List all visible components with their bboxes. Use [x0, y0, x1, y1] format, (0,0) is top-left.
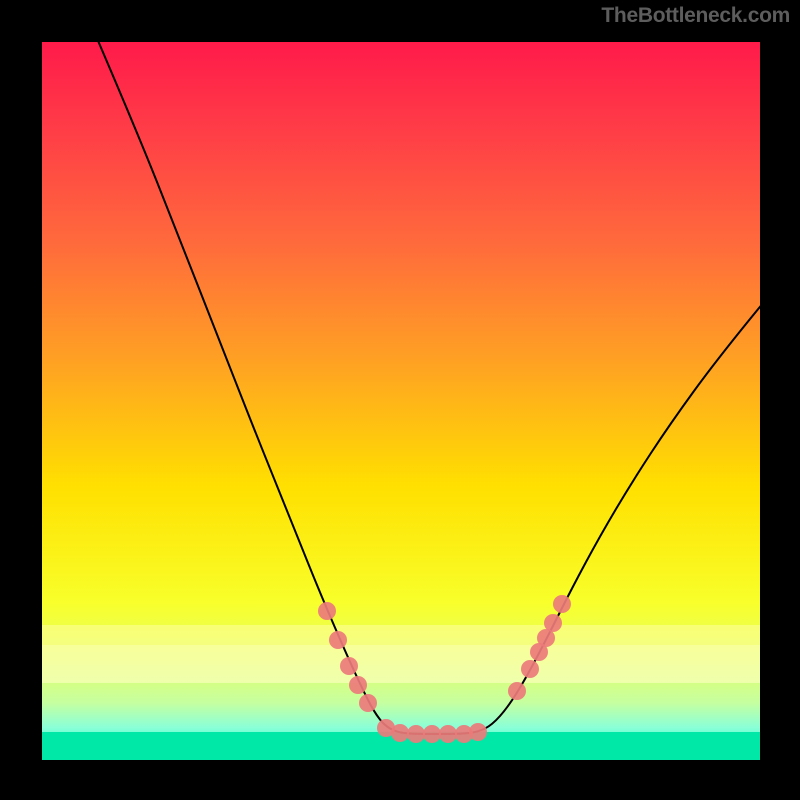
- curve-marker-12: [508, 682, 526, 700]
- curve-marker-17: [553, 595, 571, 613]
- curve-marker-3: [349, 676, 367, 694]
- curve-marker-8: [423, 725, 441, 743]
- curve-marker-13: [521, 660, 539, 678]
- highlight-band-0: [42, 625, 760, 645]
- curve-marker-6: [391, 724, 409, 742]
- curve-marker-0: [318, 602, 336, 620]
- curve-marker-1: [329, 631, 347, 649]
- curve-marker-16: [544, 614, 562, 632]
- curve-marker-11: [469, 723, 487, 741]
- curve-marker-4: [359, 694, 377, 712]
- bottleneck-chart: [42, 42, 760, 760]
- watermark-text: TheBottleneck.com: [601, 4, 790, 28]
- curve-marker-2: [340, 657, 358, 675]
- highlight-band-1: [42, 645, 760, 683]
- curve-marker-7: [407, 725, 425, 743]
- curve-marker-9: [439, 725, 457, 743]
